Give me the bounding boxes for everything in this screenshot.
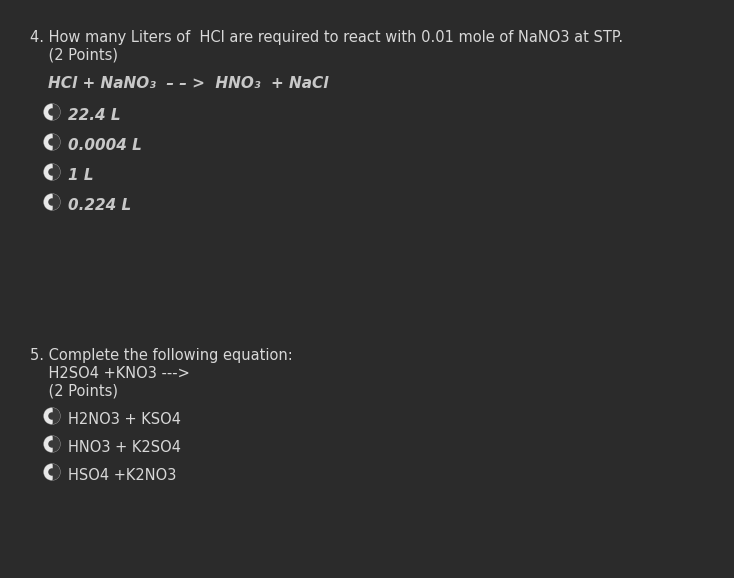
Text: HSO4 +K2NO3: HSO4 +K2NO3 — [68, 468, 176, 483]
Wedge shape — [45, 105, 52, 120]
Circle shape — [49, 139, 55, 145]
Wedge shape — [45, 135, 52, 150]
Text: HCl + NaNO₃  – – >  HNO₃  + NaCl: HCl + NaNO₃ – – > HNO₃ + NaCl — [48, 76, 329, 91]
Wedge shape — [52, 436, 59, 451]
Text: 0.0004 L: 0.0004 L — [68, 138, 142, 153]
Wedge shape — [45, 165, 52, 180]
Text: H2SO4 +KNO3 --->: H2SO4 +KNO3 ---> — [30, 366, 190, 381]
Circle shape — [44, 464, 60, 480]
Text: (2 Points): (2 Points) — [30, 48, 118, 63]
Circle shape — [44, 164, 60, 180]
Text: (2 Points): (2 Points) — [30, 384, 118, 399]
Circle shape — [49, 441, 55, 447]
Circle shape — [49, 109, 55, 115]
Wedge shape — [52, 409, 59, 424]
Wedge shape — [52, 135, 59, 150]
Text: HNO3 + K2SO4: HNO3 + K2SO4 — [68, 440, 181, 455]
Wedge shape — [52, 465, 59, 480]
Wedge shape — [52, 165, 59, 180]
Text: 22.4 L: 22.4 L — [68, 108, 120, 123]
Circle shape — [49, 169, 55, 175]
Text: 4. How many Liters of  HCl are required to react with 0.01 mole of NaNO3 at STP.: 4. How many Liters of HCl are required t… — [30, 30, 623, 45]
Text: 0.224 L: 0.224 L — [68, 198, 131, 213]
Circle shape — [49, 199, 55, 205]
Circle shape — [44, 436, 60, 452]
Wedge shape — [52, 195, 59, 209]
Circle shape — [44, 408, 60, 424]
Wedge shape — [45, 465, 52, 480]
Circle shape — [44, 134, 60, 150]
Text: H2NO3 + KSO4: H2NO3 + KSO4 — [68, 412, 181, 427]
Wedge shape — [45, 436, 52, 451]
Text: 5. Complete the following equation:: 5. Complete the following equation: — [30, 348, 293, 363]
Circle shape — [44, 194, 60, 210]
Circle shape — [49, 413, 55, 419]
Wedge shape — [45, 409, 52, 424]
Circle shape — [49, 469, 55, 475]
Wedge shape — [52, 105, 59, 120]
Wedge shape — [45, 195, 52, 209]
Circle shape — [44, 104, 60, 120]
Text: 1 L: 1 L — [68, 168, 94, 183]
